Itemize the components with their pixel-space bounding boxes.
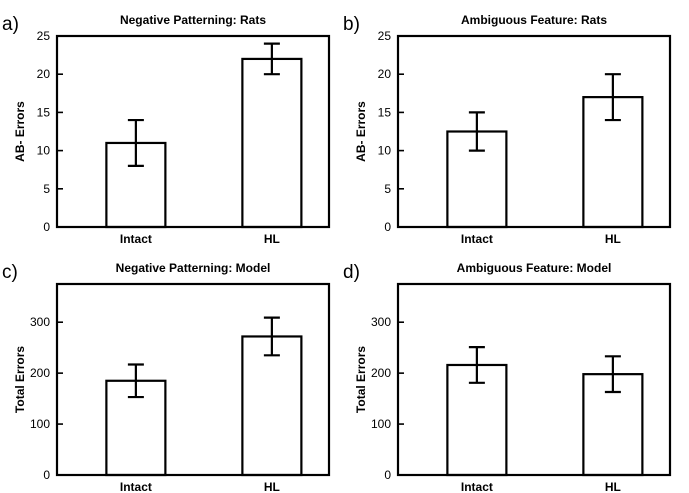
x-tick-label: Intact xyxy=(120,232,152,246)
y-axis-label: AB- Errors xyxy=(354,101,368,162)
y-tick-label: 300 xyxy=(30,315,50,329)
plot-frame xyxy=(55,282,331,477)
x-tick-label: Intact xyxy=(461,232,493,246)
y-tick-label: 15 xyxy=(37,105,51,119)
x-tick-label: Intact xyxy=(120,480,152,493)
x-tick-label: HL xyxy=(264,232,280,246)
plot-frame xyxy=(396,282,672,477)
chart-panel-1: a) Negative Patterning: Rats AB- Errors 0 5 1… xyxy=(2,13,331,246)
chart-title: Ambiguous Feature: Model xyxy=(457,261,612,275)
y-tick-label: 5 xyxy=(384,182,391,196)
chart-title: Negative Patterning: Model xyxy=(116,261,271,275)
y-tick-label: 20 xyxy=(378,67,392,81)
y-tick-label: 10 xyxy=(37,144,51,158)
y-tick-label: 100 xyxy=(30,417,50,431)
y-tick-label: 10 xyxy=(378,144,392,158)
chart-panel-3: c) Negative Patterning: Model Total Errors… xyxy=(2,261,331,493)
y-tick-label: 0 xyxy=(384,468,391,482)
y-tick-label: 0 xyxy=(384,220,391,234)
panel-label: b) xyxy=(343,14,360,35)
y-tick-label: 0 xyxy=(43,468,50,482)
y-axis-label: AB- Errors xyxy=(13,101,27,162)
y-axis-label: Total Errors xyxy=(354,346,368,413)
y-tick-label: 5 xyxy=(43,182,50,196)
x-tick-label: HL xyxy=(264,480,280,493)
y-tick-label: 20 xyxy=(37,67,51,81)
panel-label: a) xyxy=(2,14,19,35)
chart-title: Negative Patterning: Rats xyxy=(120,13,266,27)
y-tick-label: 15 xyxy=(378,105,392,119)
y-tick-label: 25 xyxy=(378,29,392,43)
chart-panel-2: b) Ambiguous Feature: Rats AB- Errors 0 5 10 1… xyxy=(343,13,672,246)
y-axis-label: Total Errors xyxy=(13,346,27,413)
y-tick-label: 300 xyxy=(371,315,391,329)
y-tick-label: 100 xyxy=(371,417,391,431)
bar-hl xyxy=(241,335,303,477)
bar-hl xyxy=(241,57,303,229)
x-tick-label: Intact xyxy=(461,480,493,493)
x-tick-label: HL xyxy=(605,232,621,246)
x-tick-label: HL xyxy=(605,480,621,493)
y-tick-label: 25 xyxy=(37,29,51,43)
panel-label: c) xyxy=(2,262,18,283)
y-tick-label: 0 xyxy=(43,220,50,234)
y-tick-label: 200 xyxy=(30,366,50,380)
chart-title: Ambiguous Feature: Rats xyxy=(461,13,607,27)
plot-frame xyxy=(396,34,672,229)
plot-frame xyxy=(55,34,331,229)
chart-panel-4: d) Ambiguous Feature: Model Total Errors 0 1… xyxy=(343,261,672,493)
y-tick-label: 200 xyxy=(371,366,391,380)
panel-label: d) xyxy=(343,262,360,283)
